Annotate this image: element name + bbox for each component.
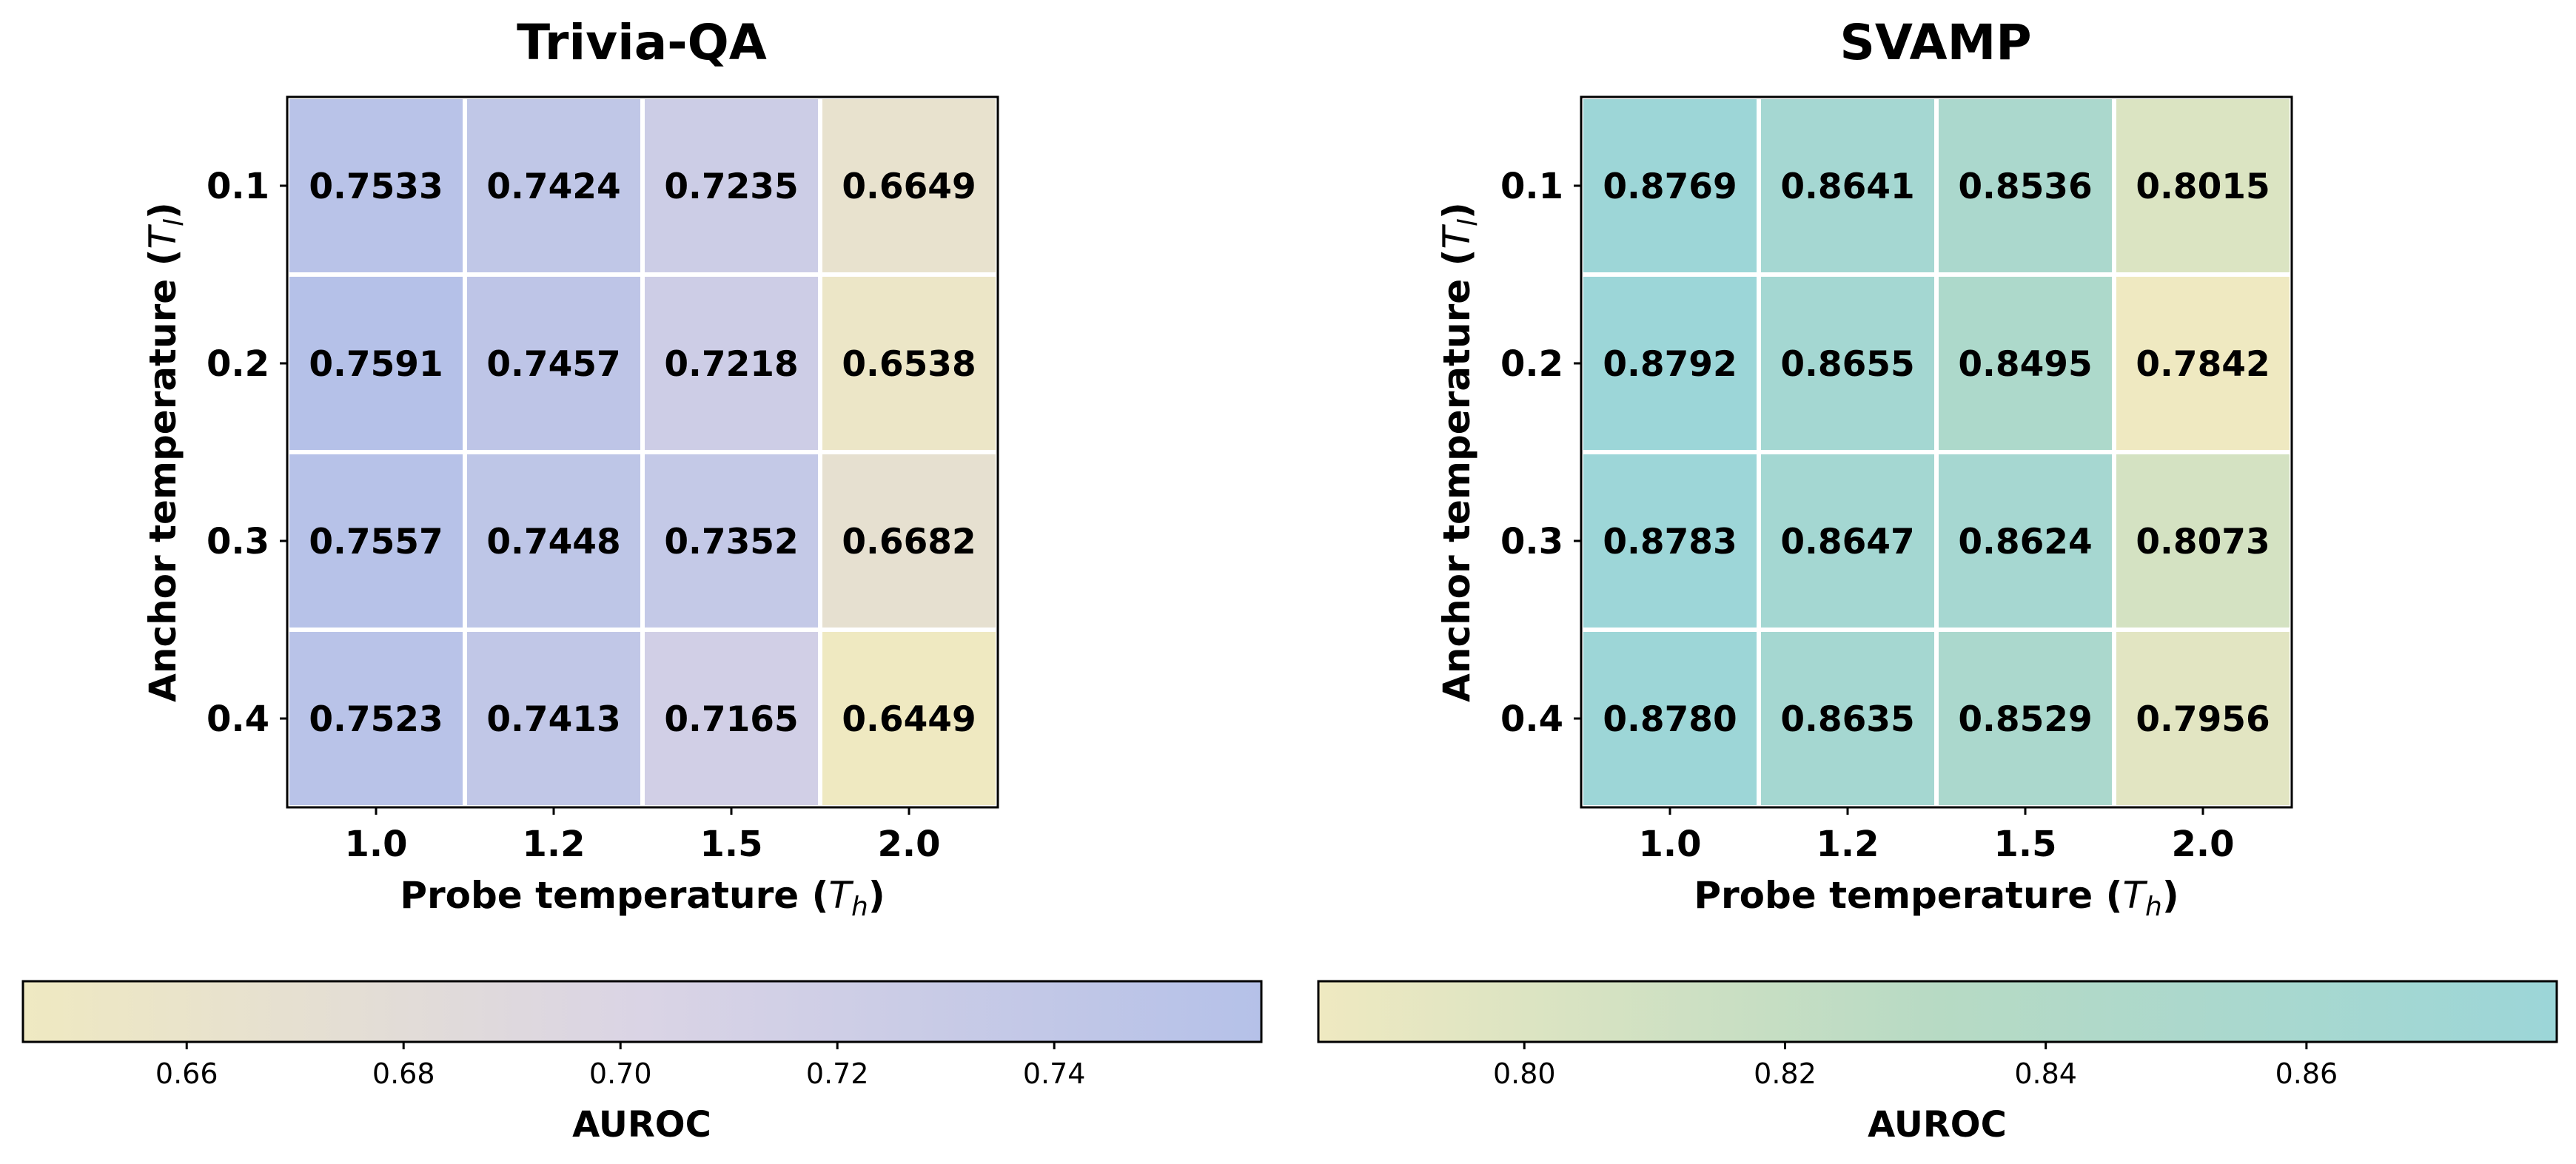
cell-value-label: 0.6649 <box>842 166 976 207</box>
heatmap-cell <box>463 272 645 454</box>
cell-value-label: 0.6538 <box>842 344 976 385</box>
panel-svamp: SVAMP 0.8769 0.8641 0.8536 0.8015 0.8792 0.86… <box>1435 14 2294 922</box>
x-ticks-trivia-qa: 1.0 1.2 1.5 2.0 <box>344 807 941 865</box>
cell-value-label: 0.7424 <box>486 166 620 207</box>
cell-value-label: 0.8783 <box>1603 522 1737 562</box>
colorbar-tick-label: 0.68 <box>372 1057 435 1090</box>
colorbar-tick-label: 0.82 <box>1754 1057 1817 1090</box>
cell-value-label: 0.8635 <box>1780 699 1914 740</box>
y-tick-label: 0.2 <box>1500 343 1563 385</box>
heatmap-cell <box>463 628 645 810</box>
heatmap-frame-svamp <box>1580 95 2293 809</box>
heatmap-cell <box>1757 95 1939 277</box>
heatmap-cell <box>463 95 645 277</box>
heatmap-cell <box>818 628 1000 810</box>
cell-value-label: 0.7533 <box>309 166 443 207</box>
colorbar-trivia-qa: 0.66 0.68 0.70 0.72 0.74 AUROC <box>21 980 1263 1146</box>
y-ticks-trivia-qa: 0.1 0.2 0.3 0.4 <box>207 166 287 740</box>
y-tick-label: 0.3 <box>1500 521 1563 562</box>
y-tick-label: 0.1 <box>207 166 269 207</box>
title-trivia-qa: Trivia-QA <box>517 14 767 71</box>
heatmap-cell <box>1934 95 2116 277</box>
colorbar-tick-label: 0.84 <box>2014 1057 2077 1090</box>
cell-value-label: 0.7842 <box>2136 344 2270 385</box>
colorbar-tick-label: 0.86 <box>2275 1057 2338 1090</box>
x-axis-label-svamp: Probe temperature (Th) <box>1694 874 2178 922</box>
colorbar-label-svamp: AUROC <box>1868 1104 2007 1146</box>
colorbar-gradient-trivia-qa <box>21 980 1263 1043</box>
x-tick-label: 1.5 <box>700 824 762 865</box>
cell-value-label: 0.7956 <box>2136 699 2270 740</box>
cell-value-label: 0.8624 <box>1958 522 2092 562</box>
y-tick-label: 0.3 <box>207 521 269 562</box>
cell-value-label: 0.7523 <box>309 699 443 740</box>
cell-value-label: 0.8641 <box>1780 166 1914 207</box>
heatmap-cell <box>818 450 1000 632</box>
cell-value-label: 0.7457 <box>486 344 620 385</box>
y-tick-label: 0.4 <box>207 699 269 740</box>
heatmap-cells-trivia-qa: 0.7533 0.7424 0.7235 0.6649 0.7591 0.7457 0.72… <box>285 95 1000 810</box>
cell-value-label: 0.7591 <box>309 344 443 385</box>
title-svamp: SVAMP <box>1839 14 2031 71</box>
heatmap-cell <box>1579 272 1761 454</box>
colorbar-tick-label: 0.72 <box>806 1057 869 1090</box>
cell-value-label: 0.8655 <box>1780 344 1914 385</box>
colorbar-tick-label: 0.70 <box>589 1057 652 1090</box>
x-ticks-svamp: 1.0 1.2 1.5 2.0 <box>1638 807 2235 865</box>
cell-value-label: 0.8495 <box>1958 344 2092 385</box>
colorbar-gradient-svamp <box>1317 980 2558 1043</box>
cell-value-label: 0.8536 <box>1958 166 2092 207</box>
x-tick-label: 1.2 <box>522 824 585 865</box>
y-ticks-svamp: 0.1 0.2 0.3 0.4 <box>1500 166 1581 740</box>
colorbar-tick-label: 0.80 <box>1493 1057 1556 1090</box>
heatmap-cell <box>1757 450 1939 632</box>
heatmap-frame-trivia-qa <box>286 95 999 809</box>
cell-value-label: 0.7448 <box>486 522 620 562</box>
cell-value-label: 0.8647 <box>1780 522 1914 562</box>
cell-value-label: 0.8769 <box>1603 166 1737 207</box>
heatmap-cell <box>1579 450 1761 632</box>
cell-value-label: 0.7352 <box>664 522 798 562</box>
cell-value-label: 0.8792 <box>1603 344 1737 385</box>
cell-value-label: 0.8073 <box>2136 522 2270 562</box>
y-tick-label: 0.1 <box>1500 166 1563 207</box>
heatmap-cell <box>1934 450 2116 632</box>
x-tick-label: 2.0 <box>877 824 940 865</box>
colorbar-tick-label: 0.74 <box>1023 1057 1086 1090</box>
heatmap-cell <box>1579 95 1761 277</box>
x-tick-label: 2.0 <box>2171 824 2234 865</box>
x-axis-label-trivia-qa: Probe temperature (Th) <box>400 874 885 922</box>
colorbar-label-trivia-qa: AUROC <box>572 1104 711 1146</box>
cell-value-label: 0.7557 <box>309 522 443 562</box>
colorbar-tick-label: 0.66 <box>155 1057 218 1090</box>
cell-value-label: 0.6449 <box>842 699 976 740</box>
y-tick-label: 0.2 <box>207 343 269 385</box>
heatmap-cell <box>818 272 1000 454</box>
panel-trivia-qa: Trivia-QA 0.7533 0.7424 0.7235 0.6649 0.7591… <box>141 14 1000 922</box>
y-axis-label-svamp: Anchor temperature (Tl) <box>1435 202 1483 702</box>
colorbar-ticks-svamp: 0.80 0.82 0.84 0.86 <box>1493 1042 2338 1090</box>
colorbar-ticks-trivia-qa: 0.66 0.68 0.70 0.72 0.74 <box>155 1042 1086 1090</box>
y-tick-label: 0.4 <box>1500 699 1563 740</box>
heatmap-cell <box>2112 272 2294 454</box>
y-axis-label-trivia-qa: Anchor temperature (Tl) <box>141 202 189 702</box>
colorbar-svamp: 0.80 0.82 0.84 0.86 AUROC <box>1317 980 2558 1146</box>
cell-value-label: 0.8529 <box>1958 699 2092 740</box>
cell-value-label: 0.6682 <box>842 522 976 562</box>
cell-value-label: 0.7218 <box>664 344 798 385</box>
heatmap-cells-svamp: 0.8769 0.8641 0.8536 0.8015 0.8792 0.8655 0.84… <box>1579 95 2294 810</box>
x-tick-label: 1.5 <box>1993 824 2056 865</box>
cell-value-label: 0.7165 <box>664 699 798 740</box>
cell-value-label: 0.8015 <box>2136 166 2270 207</box>
x-tick-label: 1.2 <box>1816 824 1879 865</box>
cell-value-label: 0.8780 <box>1603 699 1737 740</box>
x-tick-label: 1.0 <box>344 824 407 865</box>
cell-value-label: 0.7235 <box>664 166 798 207</box>
heatmap-cell <box>463 450 645 632</box>
x-tick-label: 1.0 <box>1638 824 1701 865</box>
heatmap-cell <box>2112 450 2294 632</box>
cell-value-label: 0.7413 <box>486 699 620 740</box>
